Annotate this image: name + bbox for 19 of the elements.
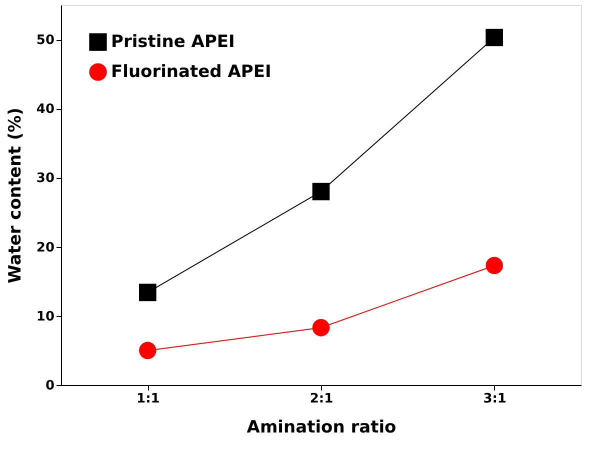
y-axis-title: Water content (%) [5, 108, 26, 284]
y-tick-label: 30 [36, 171, 54, 186]
legend-label: Pristine APEI [111, 32, 235, 52]
x-tick-label: 2:1 [310, 392, 334, 406]
point [486, 28, 503, 46]
point [139, 284, 156, 302]
x-axis-title: Amination ratio [246, 418, 396, 438]
x-tick-label: 3:1 [483, 392, 506, 406]
y-tick-label: 40 [36, 102, 54, 118]
point [139, 342, 156, 360]
legend-label: Fluorinated APEI [111, 62, 272, 82]
point [312, 182, 330, 200]
y-tick-label: 0 [45, 378, 54, 394]
point [312, 319, 330, 336]
y-tick-label: 10 [36, 309, 54, 324]
point [486, 256, 503, 274]
y-tick-label: 50 [36, 33, 54, 48]
x-tick-label: 1:1 [136, 392, 160, 406]
y-tick-label: 20 [36, 240, 54, 256]
